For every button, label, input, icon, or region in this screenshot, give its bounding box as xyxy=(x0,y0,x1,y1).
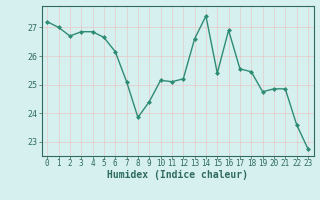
X-axis label: Humidex (Indice chaleur): Humidex (Indice chaleur) xyxy=(107,170,248,180)
